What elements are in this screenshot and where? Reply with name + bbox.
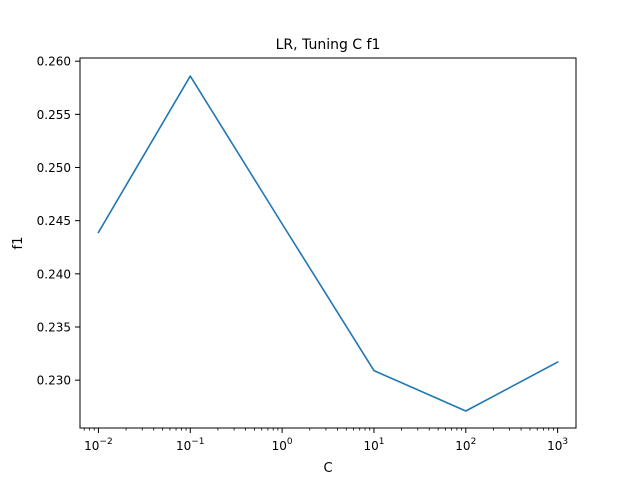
y-tick-label: 0.230 bbox=[37, 374, 71, 388]
y-tick-label: 0.250 bbox=[37, 161, 71, 175]
x-axis-label: C bbox=[323, 461, 332, 476]
x-tick-label: 10−1 bbox=[176, 437, 205, 453]
series-line bbox=[97, 75, 559, 412]
x-axis: 10−2 10−1 100 101 102 103 bbox=[83, 428, 568, 453]
x-tick-label: 103 bbox=[547, 437, 568, 453]
x-tick-label: 102 bbox=[455, 437, 476, 453]
y-tick-label: 0.260 bbox=[37, 55, 71, 69]
y-axis: 0.230 0.235 0.240 0.245 0.250 0.255 0.260 bbox=[37, 55, 80, 388]
chart-title: LR, Tuning C f1 bbox=[276, 37, 381, 53]
y-tick-label: 0.255 bbox=[37, 108, 71, 122]
y-tick-label: 0.235 bbox=[37, 320, 71, 334]
plot-frame bbox=[79, 57, 577, 429]
x-tick-label: 10−2 bbox=[84, 437, 113, 453]
y-tick-label: 0.240 bbox=[37, 267, 71, 281]
y-axis-label: f1 bbox=[11, 237, 26, 250]
x-tick-label: 100 bbox=[272, 437, 293, 453]
y-tick-label: 0.245 bbox=[37, 214, 71, 228]
series-layer bbox=[97, 75, 559, 412]
x-tick-label: 101 bbox=[363, 437, 384, 453]
